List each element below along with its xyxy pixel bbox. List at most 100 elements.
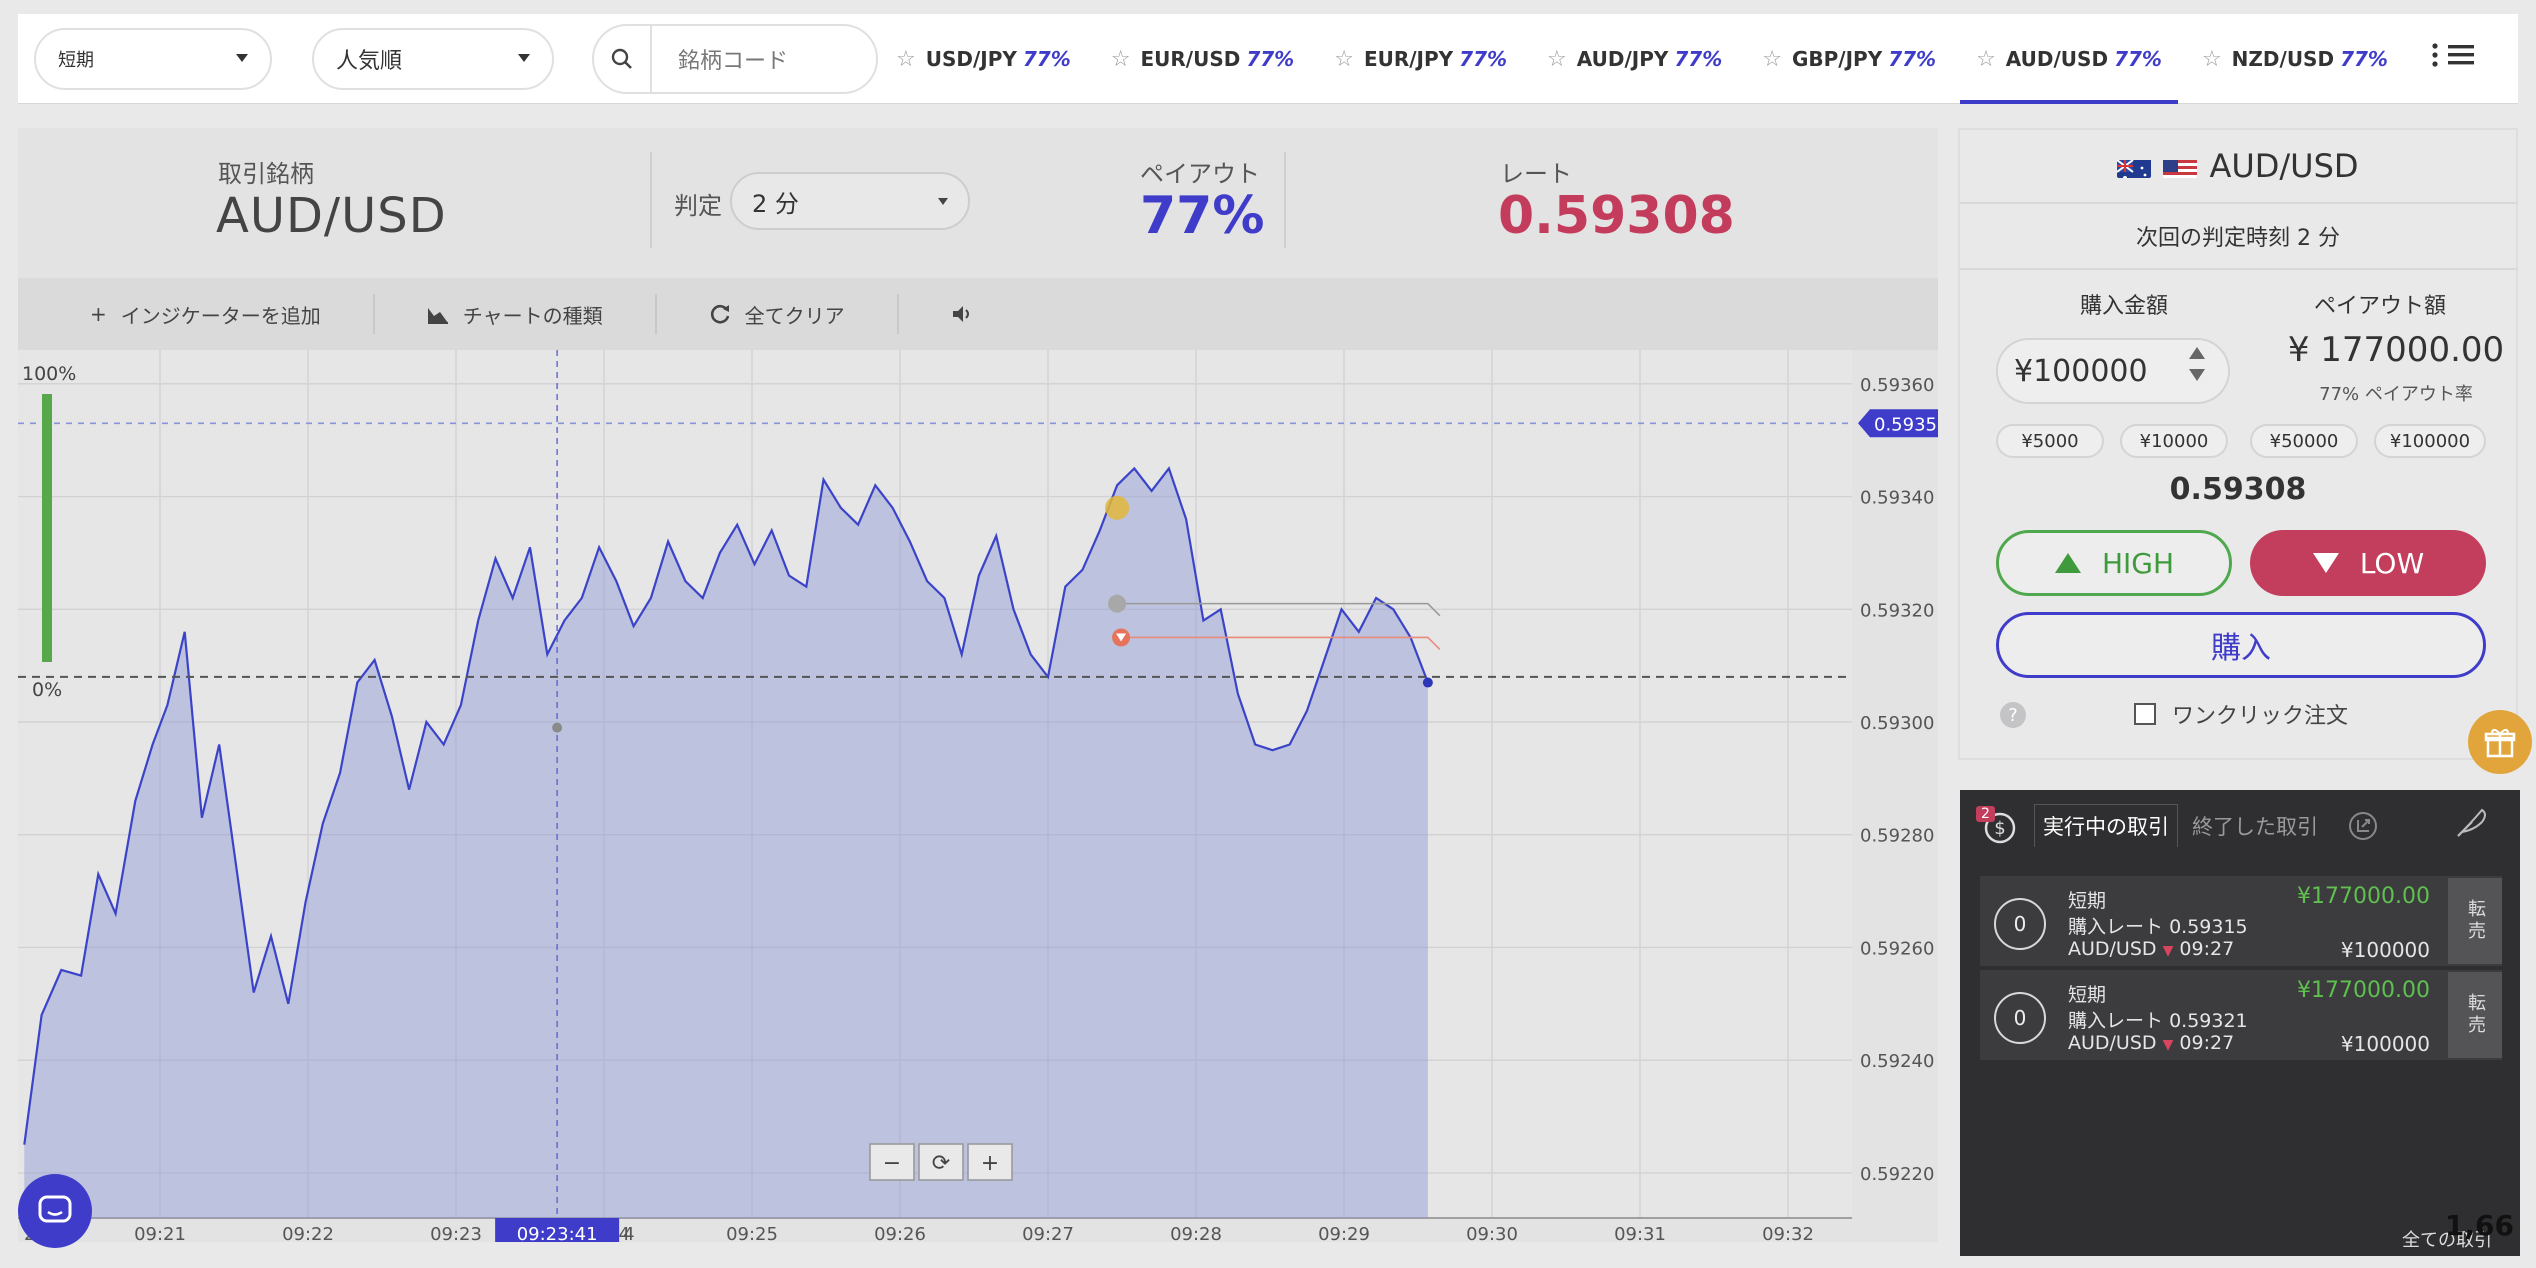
us-flag-icon	[2163, 154, 2198, 178]
price-chart[interactable]: 09:2109:2209:2309:2409:2509:2609:2709:28…	[18, 350, 1948, 1248]
tab-aud-jpy[interactable]: ☆ AUD/JPY 77%	[1527, 14, 1742, 104]
quick-amount-100000[interactable]: ¥100000	[2374, 424, 2486, 458]
symbol-search[interactable]: 銘柄コード	[592, 24, 878, 94]
low-button[interactable]: LOW	[2250, 530, 2486, 596]
duration-select[interactable]: 2 分	[730, 172, 970, 230]
search-input[interactable]: 銘柄コード	[678, 49, 789, 74]
resell-button[interactable]: 転売	[2448, 972, 2502, 1058]
divider	[896, 294, 899, 334]
search-icon[interactable]	[594, 26, 652, 92]
tab-active-trades[interactable]: 実行中の取引	[2034, 804, 2178, 847]
quick-amount-50000[interactable]: ¥50000	[2250, 424, 2358, 458]
tab-aud-usd[interactable]: ☆ AUD/USD 77%	[1956, 14, 2182, 104]
clear-all-button[interactable]: 全てクリア	[657, 278, 897, 350]
sort-select[interactable]: 人気順	[312, 28, 554, 90]
chat-button[interactable]	[18, 1174, 92, 1248]
y-tick-label: 0.59360	[1860, 375, 1934, 396]
position-row[interactable]: 0 短期 購入レート 0.59315 AUD/USD ▼ 09:27 ¥1770…	[1980, 876, 2502, 966]
quick-amount-10000[interactable]: ¥10000	[2120, 424, 2228, 458]
position-row[interactable]: 0 短期 購入レート 0.59321 AUD/USD ▼ 09:27 ¥1770…	[1980, 970, 2502, 1060]
all-trades-link[interactable]: 全ての取引	[2402, 1230, 2492, 1251]
add-indicator-button[interactable]: + インジケーターを追加	[18, 278, 373, 350]
price-chart-svg: 09:2109:2209:2309:2409:2509:2609:2709:28…	[18, 350, 1948, 1248]
ticker-pair: AUD/USD	[2005, 47, 2109, 71]
tab-usd-jpy[interactable]: ☆ USD/JPY 77%	[876, 14, 1091, 104]
arrow-down-icon	[2312, 553, 2339, 573]
refresh-icon	[710, 304, 729, 324]
instrument-info: 取引銘柄 AUD/USD 判定 2 分 ペイアウト 77% レート 0.5930…	[18, 128, 1938, 278]
amount-value: ¥100000	[2014, 353, 2148, 389]
y-tick-label: 0.59220	[1860, 1164, 1934, 1185]
y-tick-label: 0.59320	[1860, 600, 1934, 621]
position-pair: AUD/USD ▼ 09:27	[2068, 938, 2234, 960]
payout-amount-value: ¥ 177000.00	[2287, 330, 2505, 370]
positions-count-icon: $ 2	[1976, 805, 2020, 846]
chevron-down-icon	[938, 198, 948, 205]
position-pair-value: AUD/USD	[2068, 938, 2157, 960]
amount-label: 購入金額	[2080, 294, 2169, 319]
amount-stepper[interactable]	[2188, 346, 2206, 382]
position-rate-label: 購入レート	[2068, 1010, 2164, 1032]
external-link-icon[interactable]	[2348, 811, 2378, 841]
ticker-payout: 77%	[1459, 47, 1508, 71]
star-icon[interactable]: ☆	[1547, 46, 1567, 72]
term-select[interactable]: 短期	[34, 28, 272, 90]
buy-label: 購入	[2211, 631, 2271, 666]
high-button[interactable]: HIGH	[1996, 530, 2232, 596]
feather-icon[interactable]	[2452, 804, 2490, 842]
chevron-down-icon	[236, 54, 248, 62]
amount-input[interactable]: ¥100000	[1996, 338, 2230, 404]
term-select-value: 短期	[58, 50, 94, 71]
star-icon[interactable]: ☆	[2201, 46, 2222, 72]
x-tick-label: 09:29	[1318, 1224, 1370, 1242]
position-pair: AUD/USD ▼ 09:27	[2068, 1032, 2234, 1054]
ticker-pair: AUD/JPY	[1576, 47, 1669, 71]
sort-select-value: 人気順	[336, 49, 403, 74]
gift-button[interactable]	[2468, 710, 2532, 774]
add-indicator-label: インジケーターを追加	[120, 303, 321, 328]
position-payout: ¥177000.00	[2297, 978, 2430, 1003]
chart-type-button[interactable]: チャートの種類	[375, 278, 655, 350]
tab-eur-usd[interactable]: ☆ EUR/USD 77%	[1091, 14, 1314, 104]
entry-arrow	[1116, 633, 1127, 642]
gift-icon	[2484, 728, 2516, 758]
zoom-reset-button[interactable]	[918, 1143, 964, 1181]
payout-label: ペイアウト	[1140, 160, 1260, 188]
star-icon[interactable]: ☆	[1762, 46, 1782, 72]
tab-closed-trades[interactable]: 終了した取引	[2192, 814, 2318, 839]
x-tick-label: 09:26	[874, 1224, 926, 1242]
position-rate-value: 0.59321	[2169, 1010, 2248, 1032]
star-icon[interactable]: ☆	[896, 46, 916, 72]
decrement-icon[interactable]	[2188, 368, 2206, 382]
tab-gbp-jpy[interactable]: ☆ GBP/JPY 77%	[1742, 14, 1956, 104]
speaker-icon	[952, 306, 969, 322]
sparkle-marker	[1105, 495, 1130, 520]
buy-button[interactable]: 購入	[1996, 612, 2486, 678]
sentiment-top-label: 100%	[22, 363, 76, 385]
resell-button[interactable]: 転売	[2448, 878, 2502, 964]
position-rate-value: 0.59315	[2169, 916, 2248, 938]
divider	[372, 294, 375, 334]
one-click-checkbox[interactable]	[2134, 703, 2156, 725]
help-icon[interactable]: ?	[2000, 702, 2026, 728]
crosshair-time-text: 09:23:41	[517, 1224, 598, 1242]
tab-nzd-usd[interactable]: ☆ NZD/USD 77%	[2182, 14, 2408, 104]
zoom-in-button[interactable]	[967, 1143, 1013, 1181]
increment-icon[interactable]	[2188, 346, 2206, 360]
star-icon[interactable]: ☆	[1976, 46, 1996, 72]
tab-eur-jpy[interactable]: ☆ EUR/JPY 77%	[1314, 14, 1527, 104]
menu-button[interactable]	[2432, 42, 2474, 68]
last-price-dot	[1422, 677, 1433, 688]
x-tick-label: 09:32	[1762, 1224, 1814, 1242]
chart-type-label: チャートの種類	[462, 303, 603, 328]
zoom-out-button[interactable]	[869, 1143, 915, 1181]
quick-amount-5000[interactable]: ¥5000	[1996, 424, 2104, 458]
sound-button[interactable]	[899, 278, 1025, 350]
zoom-in-icon: +	[981, 1151, 999, 1176]
one-click-toggle[interactable]: ワンクリック注文	[2134, 698, 2348, 730]
rate-label: レート	[1500, 160, 1572, 188]
divider	[650, 152, 652, 248]
star-icon[interactable]: ☆	[1110, 46, 1131, 72]
star-icon[interactable]: ☆	[1334, 46, 1354, 72]
x-tick-label: 09:30	[1466, 1224, 1518, 1242]
